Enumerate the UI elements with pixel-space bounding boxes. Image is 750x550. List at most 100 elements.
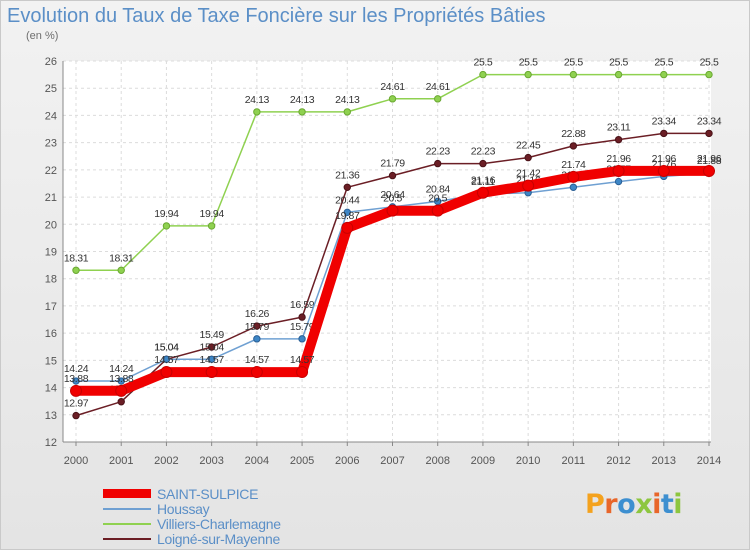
data-point-loign-sur-mayenne xyxy=(524,153,532,162)
legend-item-saint-sulpice: SAINT-SULPICE xyxy=(103,485,281,502)
data-label-saint-sulpice: 13.88 xyxy=(64,373,89,385)
data-point-villiers-charlemagne xyxy=(388,95,397,103)
x-tick-label: 2002 xyxy=(154,455,178,467)
x-tick-label: 2000 xyxy=(64,455,88,467)
data-label-houssay: 14.24 xyxy=(109,363,134,375)
logo-letter: x xyxy=(635,489,653,520)
data-point-saint-sulpice xyxy=(703,164,715,177)
data-label-houssay: 15.79 xyxy=(290,321,315,333)
data-label-villiers-charlemagne: 25.5 xyxy=(474,57,493,69)
data-point-villiers-charlemagne xyxy=(479,70,487,79)
y-tick-label: 16 xyxy=(45,328,57,340)
data-point-saint-sulpice xyxy=(160,366,173,379)
data-label-villiers-charlemagne: 25.5 xyxy=(609,57,628,69)
data-label-villiers-charlemagne: 19.94 xyxy=(154,208,179,220)
data-label-saint-sulpice: 21.16 xyxy=(471,175,496,187)
data-label-loign-sur-mayenne: 16.59 xyxy=(290,299,315,311)
data-label-saint-sulpice: 14.57 xyxy=(200,354,225,366)
data-label-loign-sur-mayenne: 16.26 xyxy=(245,308,270,320)
y-tick-label: 20 xyxy=(45,219,57,231)
data-label-loign-sur-mayenne: 22.88 xyxy=(561,128,586,140)
data-label-houssay: 21.11 xyxy=(471,176,495,188)
data-label-loign-sur-mayenne: 22.23 xyxy=(426,146,451,158)
data-label-villiers-charlemagne: 24.13 xyxy=(335,94,360,106)
data-point-saint-sulpice xyxy=(522,179,535,192)
data-label-saint-sulpice: 20.5 xyxy=(383,193,402,205)
legend-item-houssay: Houssay xyxy=(103,500,281,517)
data-point-saint-sulpice xyxy=(70,384,82,397)
data-label-loign-sur-mayenne: 22.45 xyxy=(516,140,541,152)
y-tick-label: 18 xyxy=(45,274,57,286)
data-point-houssay xyxy=(162,355,171,363)
data-label-villiers-charlemagne: 18.31 xyxy=(109,252,134,264)
data-point-loign-sur-mayenne xyxy=(72,411,80,420)
data-point-houssay xyxy=(117,377,125,385)
x-tick-label: 2010 xyxy=(516,455,540,467)
y-tick-label: 13 xyxy=(45,410,57,422)
data-label-loign-sur-mayenne: 23.11 xyxy=(607,122,631,134)
x-tick-label: 2005 xyxy=(290,455,314,467)
data-label-villiers-charlemagne: 25.5 xyxy=(654,57,673,69)
data-point-villiers-charlemagne xyxy=(660,70,668,79)
data-label-saint-sulpice: 13.88 xyxy=(109,373,134,385)
data-label-saint-sulpice: 21.96 xyxy=(606,153,631,165)
data-point-villiers-charlemagne xyxy=(705,70,713,79)
data-label-villiers-charlemagne: 24.61 xyxy=(426,81,451,93)
data-label-saint-sulpice: 21.42 xyxy=(516,168,541,180)
y-tick-label: 15 xyxy=(45,355,57,367)
data-point-houssay xyxy=(343,208,351,217)
data-point-houssay xyxy=(253,335,261,343)
logo-letter: t xyxy=(660,489,674,520)
data-label-houssay: 15.79 xyxy=(245,321,270,333)
data-point-houssay xyxy=(569,183,578,191)
data-point-loign-sur-mayenne xyxy=(660,129,668,138)
data-label-villiers-charlemagne: 19.94 xyxy=(200,208,225,220)
data-point-saint-sulpice xyxy=(431,204,444,217)
y-tick-label: 26 xyxy=(45,56,57,68)
data-point-villiers-charlemagne xyxy=(434,95,442,103)
logo-letter: r xyxy=(604,489,618,520)
data-label-loign-sur-mayenne: 12.97 xyxy=(64,398,89,410)
legend-label: Houssay xyxy=(157,500,210,517)
data-label-saint-sulpice: 21.96 xyxy=(697,153,722,165)
data-label-saint-sulpice: 20.5 xyxy=(428,193,447,205)
x-tick-label: 2004 xyxy=(245,455,269,467)
data-point-loign-sur-mayenne xyxy=(434,159,442,168)
legend-item-villiers-charlemagne: Villiers-Charlemagne xyxy=(103,516,281,532)
data-point-villiers-charlemagne xyxy=(614,70,623,79)
data-point-houssay xyxy=(298,335,306,343)
data-label-villiers-charlemagne: 24.13 xyxy=(245,94,270,106)
legend-label: Loigné-sur-Mayenne xyxy=(157,530,281,547)
data-point-villiers-charlemagne xyxy=(569,70,578,79)
x-tick-label: 2009 xyxy=(471,455,495,467)
data-label-villiers-charlemagne: 25.5 xyxy=(519,57,538,69)
legend-swatch xyxy=(103,537,151,540)
x-tick-label: 2006 xyxy=(335,455,359,467)
data-point-loign-sur-mayenne xyxy=(569,142,578,150)
data-label-saint-sulpice: 14.57 xyxy=(154,354,179,366)
data-point-houssay xyxy=(72,377,80,385)
x-tick-label: 2014 xyxy=(697,455,721,467)
data-point-saint-sulpice xyxy=(205,366,218,379)
data-point-loign-sur-mayenne xyxy=(117,398,125,406)
data-point-saint-sulpice xyxy=(296,366,309,379)
legend-label: SAINT-SULPICE xyxy=(157,485,259,502)
legend-swatch xyxy=(103,522,151,525)
data-label-loign-sur-mayenne: 15.49 xyxy=(200,329,225,341)
data-point-houssay xyxy=(614,177,623,186)
data-point-villiers-charlemagne xyxy=(343,108,351,116)
data-point-loign-sur-mayenne xyxy=(298,313,306,321)
data-label-houssay: 20.44 xyxy=(335,194,360,206)
data-label-saint-sulpice: 14.57 xyxy=(290,354,315,366)
data-label-villiers-charlemagne: 18.31 xyxy=(64,252,89,264)
data-point-villiers-charlemagne xyxy=(72,266,80,274)
logo-letter: P xyxy=(585,489,605,520)
data-label-loign-sur-mayenne: 23.34 xyxy=(652,115,677,127)
data-label-villiers-charlemagne: 24.61 xyxy=(380,81,405,93)
data-point-saint-sulpice xyxy=(612,164,625,177)
data-label-loign-sur-mayenne: 22.23 xyxy=(471,146,496,158)
legend-swatch xyxy=(103,507,151,510)
data-label-villiers-charlemagne: 24.13 xyxy=(290,94,315,106)
data-label-houssay: 20.64 xyxy=(380,189,405,201)
